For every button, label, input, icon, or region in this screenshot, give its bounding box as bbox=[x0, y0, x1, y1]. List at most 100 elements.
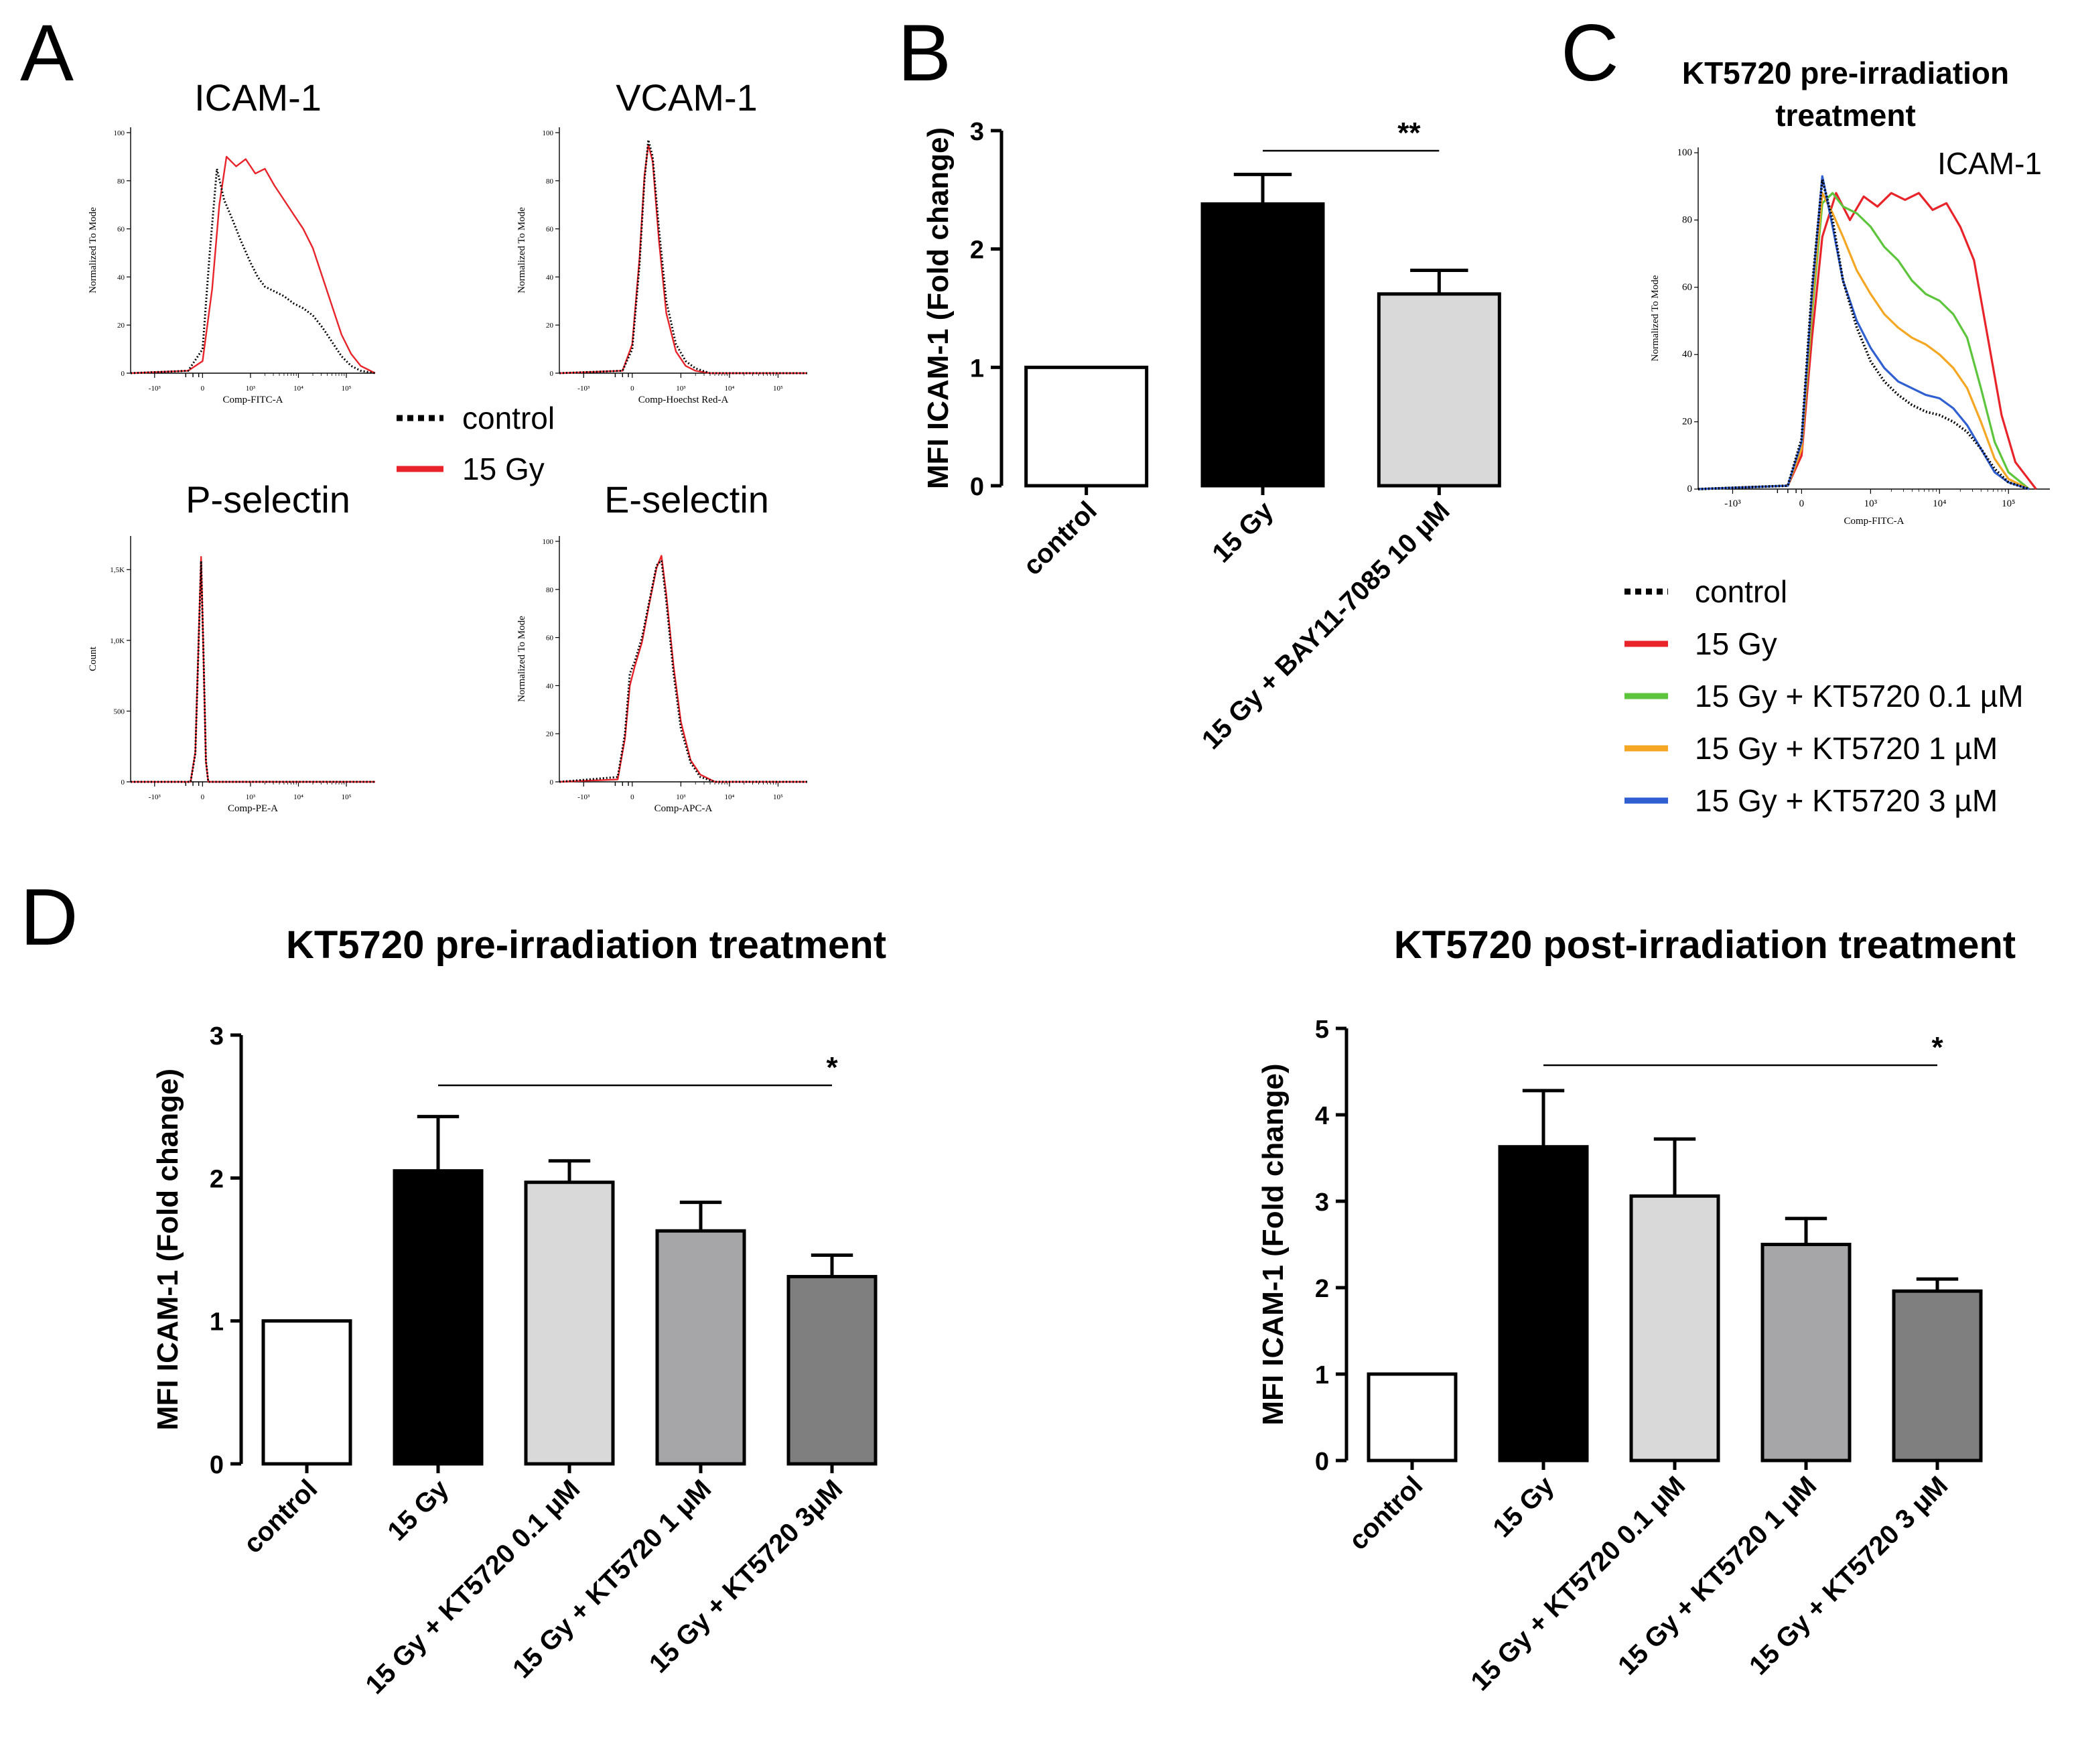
x-tick-label: 10⁴ bbox=[293, 793, 303, 801]
x-tick-label: -10³ bbox=[1724, 498, 1741, 509]
x-tick-label: -10³ bbox=[149, 385, 161, 393]
histogram-c: 0 20 40 60 80 100 -10³ 0 10³ 10⁴ 10⁵ Comp-FITC-A Nor… bbox=[1650, 146, 2050, 527]
y-tick-label: 0 bbox=[121, 778, 125, 787]
panel-label-a: A bbox=[20, 8, 74, 98]
x-tick-label: 10⁵ bbox=[342, 793, 352, 801]
x-tick-label: 0 bbox=[201, 385, 205, 393]
x-tick-label: 10⁴ bbox=[724, 793, 734, 801]
y-tick-label: 60 bbox=[546, 226, 554, 234]
x-tick-label: 10³ bbox=[676, 793, 686, 801]
significance-label: ** bbox=[1397, 117, 1421, 149]
chart-title: KT5720 post-irradiation treatment bbox=[1394, 923, 2016, 967]
panel-a-legend: control 15 Gy bbox=[397, 401, 555, 486]
y-tick-label: 80 bbox=[117, 178, 125, 186]
y-axis-label: Normalized To Mode bbox=[516, 616, 527, 702]
y-tick-label: 0 bbox=[1315, 1448, 1329, 1476]
x-tick-label: 10⁴ bbox=[1933, 498, 1946, 509]
legend-label: 15 Gy + KT5720 1 µM bbox=[1695, 731, 1998, 766]
y-axis-label: MFI ICAM-1 (Fold change) bbox=[151, 1069, 184, 1430]
y-tick-label: 100 bbox=[543, 538, 554, 546]
chart-title: KT5720 pre-irradiation treatment bbox=[286, 923, 886, 967]
panel-label-b: B bbox=[898, 8, 951, 98]
bar bbox=[261, 1319, 352, 1466]
bar bbox=[786, 1275, 878, 1466]
histogram-title: ICAM-1 bbox=[194, 76, 322, 119]
y-tick-label: 60 bbox=[117, 226, 125, 234]
y-tick-label: 1 bbox=[1315, 1361, 1329, 1389]
y-tick-label: 100 bbox=[1677, 147, 1693, 158]
histogram-p-selectin: P-selectin 0 500 1,0K 1,5K -10³ 0 10³ 10⁴ 10⁵ Com… bbox=[88, 478, 375, 814]
y-tick-label: 80 bbox=[546, 178, 554, 186]
y-tick-label: 1,0K bbox=[110, 637, 125, 645]
x-tick-label: 10⁴ bbox=[293, 385, 303, 393]
x-tick-label: 0 bbox=[1799, 498, 1805, 509]
histogram-title: E-selectin bbox=[604, 478, 769, 521]
series-line-15-gy bbox=[130, 155, 376, 375]
panel-label-c: C bbox=[1561, 8, 1619, 98]
bar bbox=[524, 1180, 615, 1466]
x-tick-label: -10³ bbox=[577, 385, 590, 393]
y-axis-label: Count bbox=[88, 646, 98, 671]
y-tick-label: 40 bbox=[1682, 349, 1692, 360]
legend-label: 15 Gy bbox=[1695, 626, 1777, 661]
y-tick-label: 20 bbox=[546, 730, 554, 738]
y-tick-label: 5 bbox=[1315, 1016, 1329, 1044]
legend-label: control bbox=[1695, 574, 1787, 609]
y-axis-label: MFI ICAM-1 (Fold change) bbox=[922, 127, 955, 489]
y-tick-label: 1 bbox=[210, 1308, 224, 1337]
y-axis-label: Normalized To Mode bbox=[88, 207, 98, 293]
panel-c-legend: control 15 Gy 15 Gy + KT5720 0.1 µM 15 Gy +… bbox=[1624, 574, 2024, 818]
y-tick-label: 3 bbox=[210, 1022, 224, 1050]
y-tick-label: 3 bbox=[1315, 1189, 1329, 1217]
y-tick-label: 0 bbox=[1687, 484, 1693, 494]
y-tick-label: 80 bbox=[546, 586, 554, 594]
y-tick-label: 0 bbox=[210, 1451, 224, 1479]
significance-label: * bbox=[826, 1051, 838, 1084]
bar bbox=[1498, 1145, 1589, 1463]
legend-control-label: control bbox=[462, 401, 555, 435]
y-axis-label: Normalized To Mode bbox=[516, 207, 527, 293]
y-tick-label: 0 bbox=[550, 370, 554, 378]
y-tick-label: 2 bbox=[970, 236, 984, 265]
x-tick-label: 0 bbox=[630, 793, 634, 801]
y-tick-label: 0 bbox=[550, 778, 554, 787]
histogram-e-selectin: E-selectin 0 20 40 60 80 100 -10³ 0 10³ 10⁴ 10⁵ Com… bbox=[516, 478, 807, 814]
y-tick-label: 20 bbox=[117, 322, 125, 330]
y-tick-label: 80 bbox=[1682, 214, 1692, 225]
x-tick-label: 10⁴ bbox=[724, 385, 734, 393]
bar bbox=[1377, 292, 1501, 488]
bar bbox=[1024, 365, 1149, 488]
panel-c-title-line1: KT5720 pre-irradiation bbox=[1682, 56, 2009, 90]
y-tick-label: 40 bbox=[117, 273, 125, 281]
x-tick-label: 0 bbox=[201, 793, 205, 801]
histogram-title: P-selectin bbox=[186, 478, 350, 521]
series-line-15-gy bbox=[131, 556, 375, 783]
x-tick-label: 10³ bbox=[1864, 498, 1878, 509]
y-tick-label: 100 bbox=[114, 129, 125, 137]
y-tick-label: 3 bbox=[970, 118, 984, 146]
panel-c-title-line2: treatment bbox=[1775, 98, 1916, 133]
x-axis-label: Comp-APC-A bbox=[654, 803, 713, 814]
y-tick-label: 60 bbox=[1682, 282, 1692, 293]
histogram-vcam1: VCAM-1 0 20 40 60 80 100 -10³ 0 10³ 10⁴ 10⁵ Comp-Ho… bbox=[516, 76, 807, 405]
y-tick-label: 500 bbox=[114, 707, 125, 716]
y-tick-label: 1 bbox=[970, 354, 984, 383]
y-tick-label: 0 bbox=[970, 473, 984, 501]
series-line-control bbox=[559, 139, 807, 375]
y-tick-label: 100 bbox=[543, 129, 554, 137]
y-tick-label: 4 bbox=[1315, 1102, 1329, 1130]
y-tick-label: 2 bbox=[1315, 1275, 1329, 1303]
legend-label: 15 Gy + KT5720 3 µM bbox=[1695, 783, 1998, 818]
y-tick-label: 40 bbox=[546, 273, 554, 281]
y-axis-label: Normalized To Mode bbox=[1650, 275, 1661, 361]
histogram-icam1: ICAM-1 0 20 40 60 80 100 -10³ 0 10³ 10⁴ 10⁵ Comp-FI… bbox=[88, 76, 376, 405]
x-tick-label: -10³ bbox=[577, 793, 590, 801]
y-tick-label: 20 bbox=[546, 322, 554, 330]
x-tick-label: -10³ bbox=[149, 793, 161, 801]
y-tick-label: 40 bbox=[546, 682, 554, 690]
bar bbox=[1629, 1194, 1720, 1463]
y-tick-label: 2 bbox=[210, 1165, 224, 1193]
significance-label: * bbox=[1931, 1031, 1943, 1064]
series-line-control bbox=[130, 167, 376, 375]
